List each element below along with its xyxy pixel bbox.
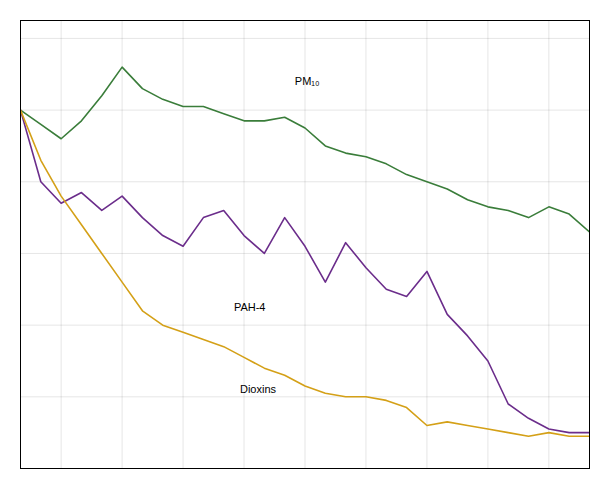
svg-text:PM₁₀: PM₁₀ (295, 75, 320, 87)
svg-text:PAH-4: PAH-4 (234, 301, 266, 313)
svg-text:Dioxins: Dioxins (240, 383, 277, 395)
